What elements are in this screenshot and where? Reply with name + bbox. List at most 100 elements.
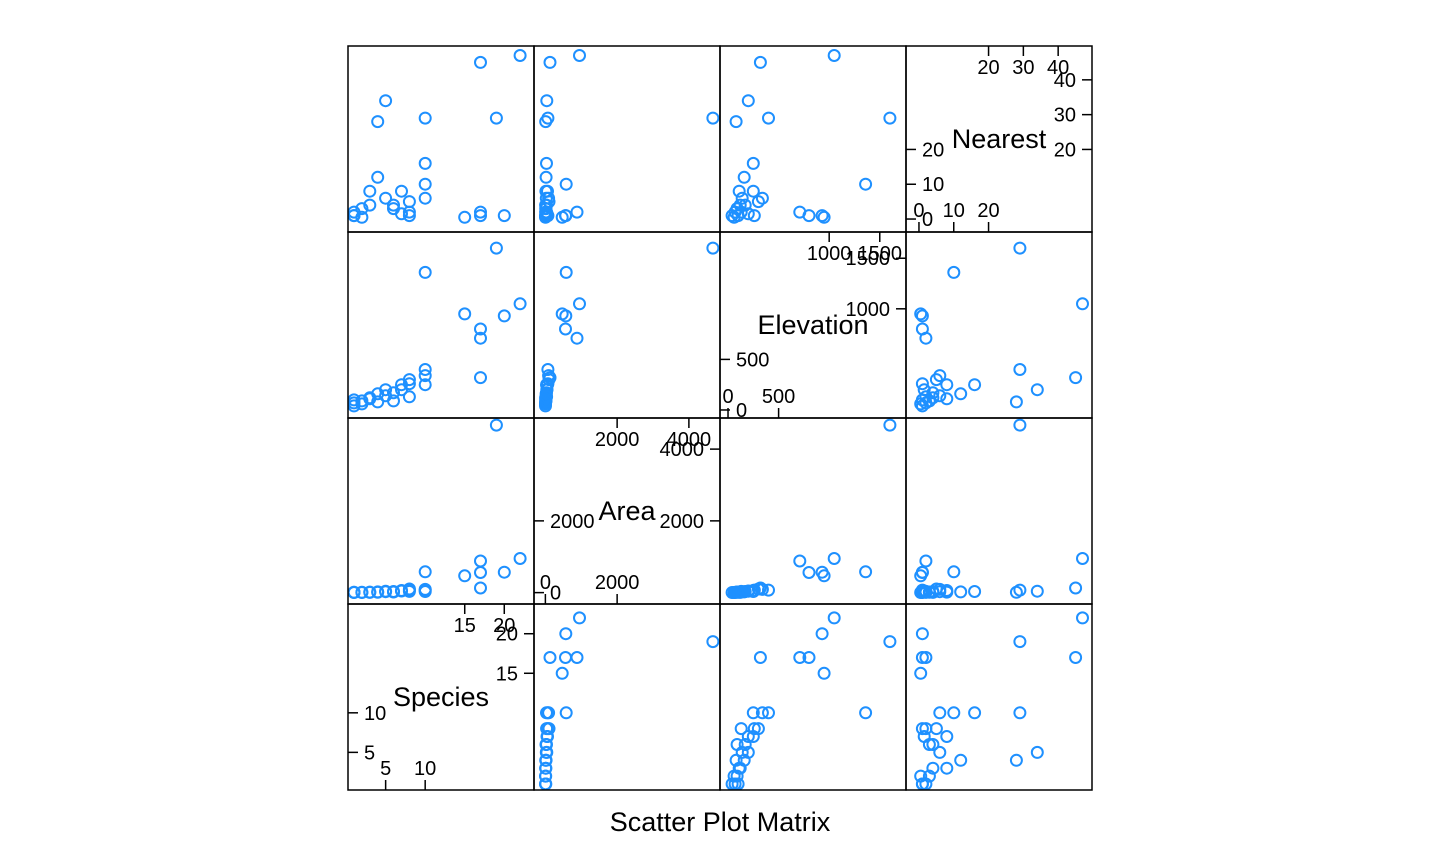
panel-species-vs-elevation [720,604,906,790]
point-species-vs-area-21 [559,706,573,720]
point-species-vs-nearest-18 [933,706,947,720]
tick-label-right-area-0: 2000 [660,511,705,533]
point-area-vs-species-21 [418,565,432,579]
tick-label-right-nearest-0: 20 [1054,139,1076,161]
panel-species-vs-nearest [906,604,1092,790]
point-elevation-vs-nearest-24 [915,322,929,336]
tick-label-bottom-nearest-1: 10 [943,200,965,222]
point-area-vs-nearest-10 [1030,584,1044,598]
point-species-vs-area-24 [559,651,572,664]
point-species-vs-elevation-15 [751,722,765,736]
point-nearest-vs-area-28 [573,49,586,62]
point-area-vs-species-12 [387,585,400,599]
point-species-vs-elevation-12 [730,738,744,751]
tick-label-right-nearest-1: 30 [1054,105,1076,127]
point-area-vs-species-14 [395,584,408,598]
point-species-vs-elevation-20 [762,706,775,720]
panel-area-vs-area [534,418,720,604]
diagonal-layer: Species15152020551010Area200020004000400… [348,46,1092,790]
panel-elevation-vs-species [348,232,534,418]
point-area-vs-species-24 [474,566,487,579]
point-nearest-vs-species-6 [363,184,377,198]
point-species-vs-area-12 [539,738,553,751]
panel-nearest-vs-nearest [906,46,1092,232]
point-species-vs-area-25 [543,651,557,664]
point-nearest-vs-species-21 [418,177,432,191]
tick-label-left-nearest-1: 10 [922,174,944,196]
point-species-vs-elevation-18 [755,706,769,720]
tick-label-left-nearest-2: 20 [922,139,944,161]
point-nearest-vs-area-27 [559,209,573,223]
tick-label-top-nearest-1: 30 [1012,57,1034,79]
point-nearest-vs-species-23 [474,205,487,219]
tick-label-right-elevation-0: 1000 [846,299,891,321]
point-area-vs-elevation-16 [734,584,748,598]
point-nearest-vs-species-27 [497,209,511,223]
point-species-vs-area-4 [539,769,553,783]
panel-area-vs-nearest [906,418,1092,604]
point-nearest-vs-elevation-14 [741,207,755,221]
variable-name-elevation: Elevation [757,310,868,340]
point-elevation-vs-area-20 [541,363,555,376]
panel-area-vs-elevation [720,418,906,604]
point-species-vs-area-20 [541,706,555,720]
point-nearest-vs-species-13 [395,184,408,198]
point-species-vs-elevation-22 [817,666,831,680]
point-nearest-vs-area-20 [541,111,555,125]
point-nearest-vs-elevation-20 [762,111,775,125]
point-species-vs-elevation-10 [741,745,755,759]
point-nearest-vs-area-18 [542,191,556,205]
tick-label-bottom-species-1: 10 [414,758,436,780]
point-elevation-vs-species-26 [489,241,503,255]
tick-label-left-area-1: 2000 [550,511,595,533]
point-area-vs-elevation-20 [762,583,775,597]
point-area-vs-species-25 [474,581,487,595]
point-species-vs-nearest-14 [917,730,931,743]
point-nearest-vs-species-28 [513,49,527,62]
point-elevation-vs-species-28 [513,297,527,311]
point-area-vs-species-17 [402,583,416,597]
point-elevation-vs-nearest-14 [917,383,931,397]
tick-label-bottom-area-0: 0 [540,572,551,594]
point-area-vs-nearest-19 [968,585,982,598]
point-area-vs-elevation-27 [815,565,829,579]
point-nearest-vs-area-10 [540,94,554,108]
point-nearest-vs-species-11 [387,198,400,212]
point-elevation-vs-species-16 [402,390,416,404]
tick-label-top-species-0: 15 [454,615,476,637]
point-nearest-vs-species-5 [363,198,377,212]
panel-species-vs-area [534,604,720,790]
point-elevation-vs-nearest-25 [1069,371,1083,385]
tick-label-bottom-elevation-1: 500 [762,386,795,408]
point-area-vs-nearest-7 [954,585,968,599]
point-nearest-vs-elevation-26 [883,111,897,125]
panels-layer [348,46,1092,790]
point-nearest-vs-elevation-13 [746,184,760,198]
point-nearest-vs-species-19 [418,156,432,170]
point-species-vs-area-27 [559,627,573,641]
point-elevation-vs-area-23 [570,331,584,345]
point-species-vs-area-6 [539,761,553,775]
point-area-vs-nearest-27 [915,565,929,579]
point-elevation-vs-species-12 [387,394,400,408]
tick-label-right-elevation-1: 1500 [846,248,891,270]
point-species-vs-nearest-6 [940,761,954,775]
point-area-vs-elevation-19 [746,585,760,598]
point-species-vs-nearest-23 [919,651,933,664]
tick-label-left-species-1: 10 [364,703,386,725]
point-area-vs-elevation-28 [827,552,841,565]
point-species-vs-nearest-27 [915,627,929,641]
point-nearest-vs-species-14 [395,207,408,221]
variable-name-species: Species [393,682,489,712]
point-species-vs-elevation-4 [730,769,744,783]
tick-label-left-elevation-1: 500 [736,349,769,371]
point-elevation-vs-nearest-28 [1076,297,1089,311]
point-elevation-vs-nearest-11 [926,386,940,400]
point-elevation-vs-species-25 [474,371,487,385]
tick-label-bottom-nearest-2: 20 [977,200,999,222]
point-species-vs-nearest-11 [926,738,940,751]
point-nearest-vs-elevation-11 [738,198,752,212]
tick-label-top-area-0: 2000 [595,429,640,451]
point-area-vs-nearest-17 [915,583,929,597]
point-nearest-vs-elevation-18 [755,191,769,205]
